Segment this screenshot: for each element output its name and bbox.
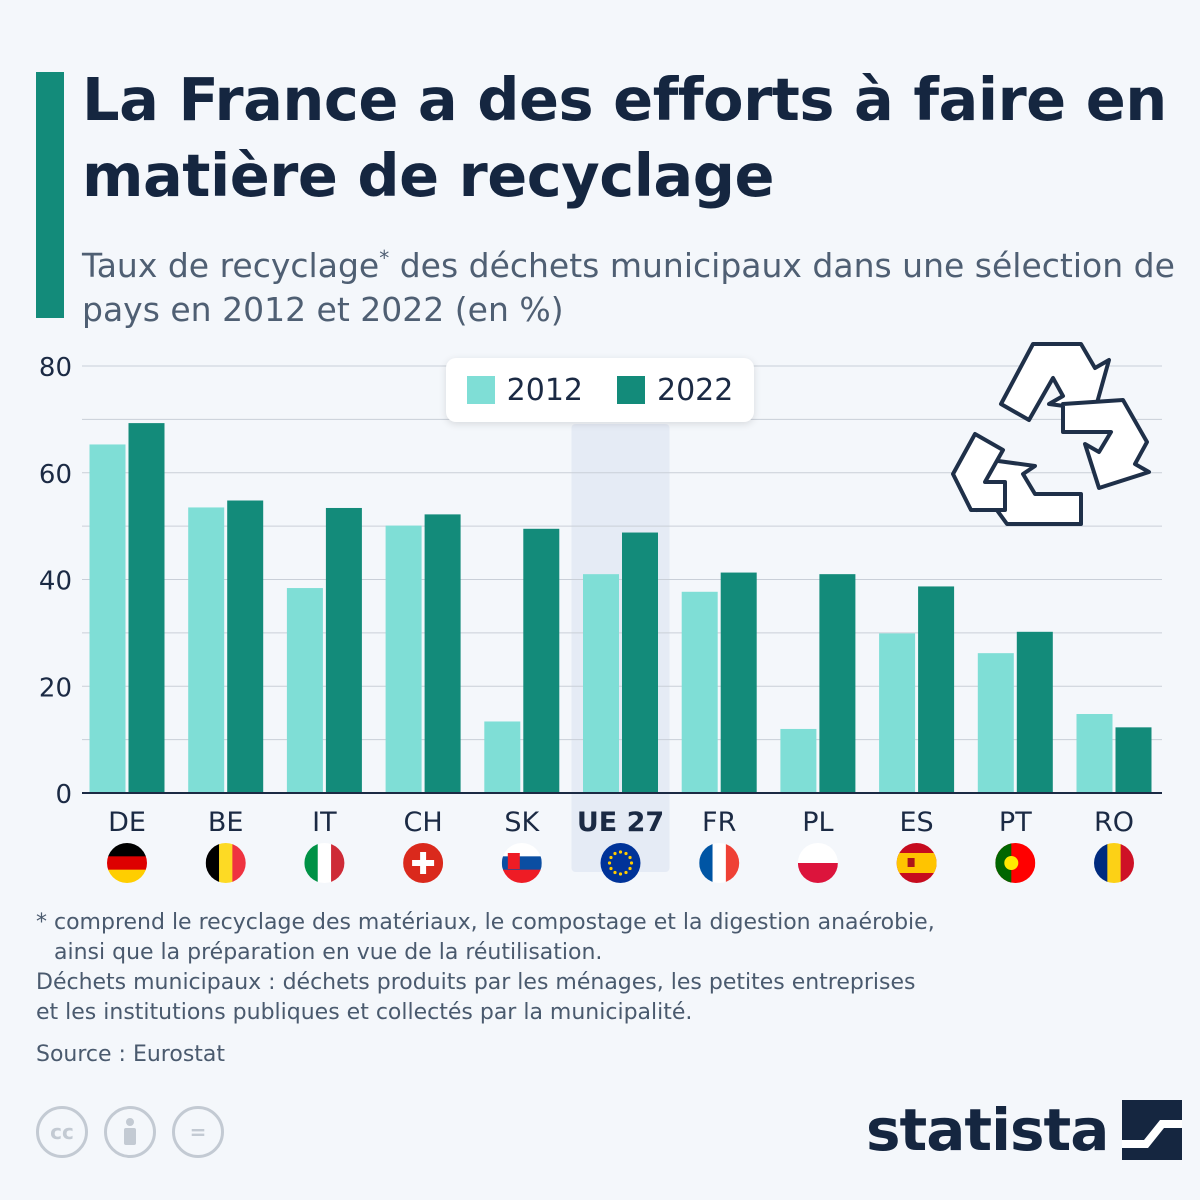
chart-legend: 2012 2022 <box>446 358 754 422</box>
source-note: Source : Eurostat <box>36 1042 226 1067</box>
legend-label-2012: 2012 <box>506 372 583 408</box>
flag-ch-icon <box>403 843 444 883</box>
bar-2022-pl <box>819 574 856 793</box>
brand-name: statista <box>866 1096 1109 1164</box>
bar-2012-ch <box>385 525 422 793</box>
flag-ro-icon <box>1094 843 1134 883</box>
accent-bar <box>36 72 64 318</box>
cc-icon[interactable]: cc <box>36 1106 88 1158</box>
y-tick-label: 40 <box>39 567 72 597</box>
x-tick-label: SK <box>504 807 540 838</box>
flag-de-icon <box>107 843 147 883</box>
flag-eu-icon <box>600 843 641 883</box>
footnotes: * comprend le recyclage des matériaux, l… <box>36 908 1156 1070</box>
bar-2012-es <box>879 633 916 793</box>
recycle-icon <box>951 342 1151 526</box>
x-tick-label: RO <box>1094 807 1134 838</box>
flag-pl-icon <box>797 843 838 883</box>
bar-2022-es <box>918 586 955 793</box>
bar-2012-sk <box>484 721 521 793</box>
x-tick-label: CH <box>404 807 443 838</box>
bar-chart: 0 20 40 60 80 DE BE IT CH SK UE 27 FR PL ES PT RO <box>39 353 1162 883</box>
y-tick-label: 0 <box>55 780 72 810</box>
x-tick-label: DE <box>108 807 146 838</box>
x-tick-label: BE <box>208 807 244 838</box>
statista-logo[interactable]: statista <box>866 1096 1183 1164</box>
bar-2022-pt <box>1016 631 1053 793</box>
bar-2022-de <box>128 423 165 793</box>
no-derivatives-icon[interactable]: = <box>172 1106 224 1158</box>
x-tick-label: FR <box>702 807 736 838</box>
page-subtitle: Taux de recyclage* des déchets municipau… <box>82 236 1182 332</box>
footnote-line: * comprend le recyclage des matériaux, l… <box>36 910 935 935</box>
legend-swatch-2022 <box>617 376 645 404</box>
subtitle-asterisk: * <box>379 246 390 270</box>
x-tick-label: PT <box>999 807 1032 838</box>
legend-label-2022: 2022 <box>657 372 734 408</box>
bar-2012-pt <box>977 653 1014 793</box>
bar-2022-ro <box>1115 727 1152 793</box>
flag-sk-icon <box>501 843 542 883</box>
flag-it-icon <box>304 843 345 883</box>
bar-2012-ro <box>1076 714 1113 793</box>
statista-logo-icon <box>1122 1100 1183 1160</box>
x-tick-label: PL <box>802 807 833 838</box>
subtitle-part2: des déchets municipaux dans une sélectio… <box>82 246 1175 329</box>
footnote-line: Déchets municipaux : déchets produits pa… <box>36 970 916 995</box>
flag-fr-icon <box>699 843 740 883</box>
legend-item-2022: 2022 <box>617 373 733 408</box>
legend-swatch-2012 <box>466 376 495 404</box>
bar-2012-it <box>286 588 323 793</box>
x-tick-label: UE 27 <box>577 807 664 838</box>
bar-2012-be <box>188 507 225 793</box>
bar-2022-fr <box>720 572 757 793</box>
page-title: La France a des efforts à faire en matiè… <box>82 65 1167 210</box>
flag-pt-icon <box>995 843 1036 883</box>
bar-2022-sk <box>523 528 560 793</box>
bar-2012-fr <box>681 591 718 793</box>
bar-2022-it <box>325 507 362 793</box>
legend-item-2012: 2012 <box>466 372 583 408</box>
attribution-icon[interactable] <box>104 1106 156 1158</box>
flag-es-icon <box>896 843 937 883</box>
bar-2012-de <box>89 444 126 793</box>
y-tick-label: 80 <box>39 353 72 383</box>
bar-2012-ue-27 <box>583 574 619 793</box>
y-tick-label: 60 <box>39 460 72 490</box>
bar-2022-be <box>227 500 264 793</box>
x-tick-label: IT <box>312 807 337 838</box>
license-icons: cc = <box>36 1106 224 1158</box>
y-tick-label: 20 <box>39 673 72 703</box>
subtitle-part1: Taux de recyclage <box>82 246 380 285</box>
footnote-line: et les institutions publiques et collect… <box>36 1000 693 1025</box>
bar-2022-ch <box>424 514 461 793</box>
bar-2012-pl <box>780 728 817 793</box>
bar-2022-ue-27 <box>622 532 658 793</box>
x-tick-label: ES <box>899 807 933 838</box>
flag-be-icon <box>205 843 246 883</box>
footnote-line: ainsi que la préparation en vue de la ré… <box>54 940 603 965</box>
